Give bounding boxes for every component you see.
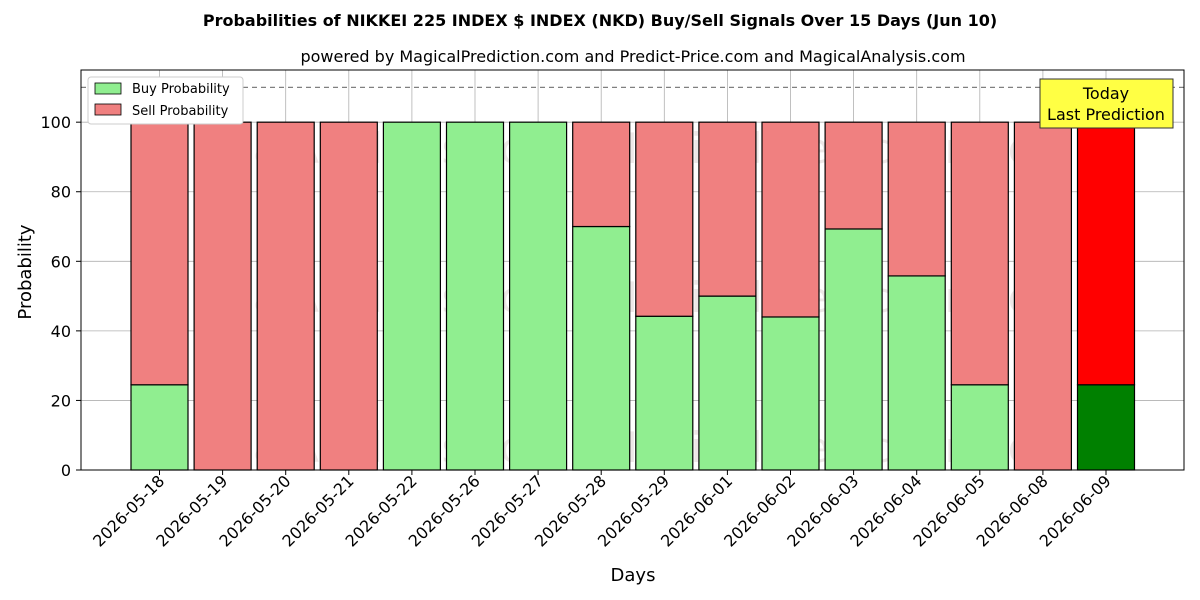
y-tick-label-80: 80 [51, 183, 71, 202]
bar-sell-2026-05-19 [193, 121, 252, 471]
x-axis-label: Days [611, 565, 656, 586]
bar-sell-2026-06-08 [1013, 121, 1073, 471]
bar-buy-2026-06-04 [887, 275, 946, 471]
bar-buy-2026-05-26 [445, 121, 505, 471]
bar-sell-2026-06-04 [887, 121, 946, 277]
chart-subtitle: powered by MagicalPrediction.com and Pre… [300, 47, 965, 66]
y-axis-label: Probability [15, 224, 36, 319]
y-tick-label-60: 60 [51, 252, 71, 271]
bar-sell-2026-06-09 [1076, 121, 1136, 386]
bar-buy-2026-06-05 [950, 384, 1009, 471]
bar-buy-2026-05-22 [382, 121, 441, 471]
y-tick-label-100: 100 [40, 113, 71, 132]
legend-box [87, 76, 244, 125]
bar-buy-2026-06-02 [761, 316, 820, 471]
annotation-box [1039, 78, 1174, 129]
bar-buy-2026-05-29 [635, 315, 694, 471]
legend: Buy Probability Sell Probability [87, 76, 244, 125]
bar-sell-2026-05-28 [572, 121, 631, 228]
bar-sell-2026-05-20 [256, 121, 315, 471]
legend-swatch-sell [94, 103, 122, 116]
legend-label-buy: Buy Probability [132, 82, 230, 97]
legend-swatch-buy [94, 82, 122, 95]
bar-sell-2026-05-29 [635, 121, 694, 317]
bar-buy-2026-06-03 [824, 228, 883, 471]
bar-buy-2026-06-01 [698, 295, 757, 471]
y-axis-ticks: 0 20 40 60 80 100 [40, 113, 81, 480]
bar-buy-2026-05-27 [509, 121, 568, 471]
chart-title: Probabilities of NIKKEI 225 INDEX $ INDE… [203, 11, 997, 30]
bar-sell-2026-06-03 [824, 121, 883, 230]
y-tick-label-0: 0 [61, 461, 71, 480]
x-axis-ticks: 2026-05-182026-05-192026-05-202026-05-21… [89, 470, 1115, 551]
y-tick-label-20: 20 [51, 391, 71, 410]
bar-sell-2026-05-18 [130, 121, 189, 386]
annotation-line2: Last Prediction [1047, 105, 1165, 124]
bars [130, 121, 1136, 471]
bar-sell-2026-06-01 [698, 121, 757, 297]
plot-frame [80, 69, 1185, 471]
y-tick-label-40: 40 [51, 322, 71, 341]
bar-buy-2026-05-28 [572, 225, 631, 471]
annotation-line1: Today [1082, 84, 1129, 103]
bar-sell-2026-06-02 [761, 121, 820, 318]
legend-label-sell: Sell Probability [132, 104, 229, 119]
bar-sell-2026-06-05 [950, 121, 1009, 386]
bar-sell-2026-05-21 [319, 121, 378, 471]
today-annotation: Today Last Prediction [1039, 78, 1174, 129]
bar-buy-2026-06-09 [1076, 384, 1136, 471]
bar-buy-2026-05-18 [130, 384, 189, 471]
